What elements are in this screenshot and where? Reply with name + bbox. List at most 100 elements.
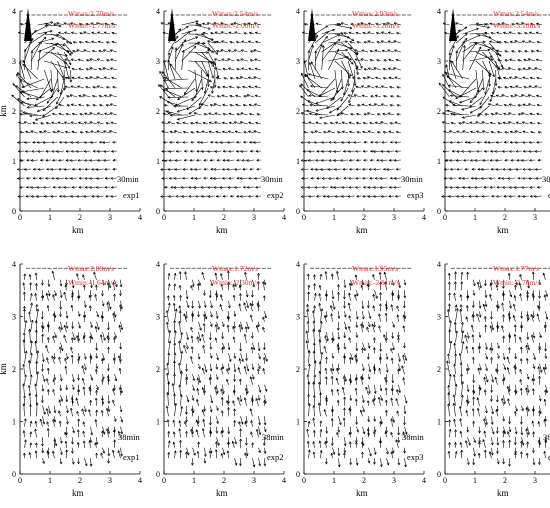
y-tick-label: 3	[296, 57, 300, 66]
y-tick-label: 2	[437, 107, 441, 116]
x-tick-label: 2	[78, 213, 82, 222]
x-tick-label: 3	[252, 213, 256, 222]
time-label: 30min	[401, 174, 423, 184]
vector-arrow	[456, 88, 476, 99]
x-tick-label: 2	[503, 213, 507, 222]
x-tick-label: 0	[443, 476, 447, 485]
x-tick-label: 1	[192, 213, 196, 222]
wmin-annotation: Wmin:-3.10m/s	[493, 21, 540, 30]
vector-arrow	[348, 70, 349, 86]
y-axis-label: km	[0, 363, 8, 375]
y-tick-label: 1	[156, 418, 160, 427]
vector-arrow	[469, 50, 490, 52]
y-tick-label: 0	[296, 207, 300, 216]
panel-bottom-exp4: 0123401234kmWmax:1.77m/sWmin:-2.70m/s38m…	[437, 260, 550, 498]
wmin-annotation: Wmin:-3.28m/s	[352, 21, 399, 30]
vector-arrow	[166, 88, 189, 89]
y-tick-label: 0	[156, 470, 160, 479]
vector-arrow	[170, 64, 181, 79]
vector-arrow	[483, 61, 491, 77]
x-tick-label: 4	[422, 213, 426, 222]
y-tick-label: 2	[296, 107, 300, 116]
vector-arrow	[462, 106, 476, 110]
vector-arrow	[331, 88, 342, 101]
panel-top-exp4: 0123401234kmWmax:2.54m/sWmin:-3.10m/s30m…	[437, 7, 550, 235]
x-tick-label: 0	[443, 213, 447, 222]
x-tick-label: 4	[138, 476, 142, 485]
x-axis-label: km	[356, 488, 368, 498]
vector-arrow	[316, 106, 335, 111]
time-label: 38min	[118, 432, 140, 442]
vector-field	[158, 21, 260, 198]
vector-arrow	[44, 61, 66, 68]
x-tick-label: 0	[302, 213, 306, 222]
exp-label: exp1	[123, 452, 140, 462]
vector-arrow	[160, 96, 176, 106]
exp-label: exp3	[407, 190, 424, 200]
x-tick-label: 3	[392, 213, 396, 222]
y-tick-label: 2	[156, 365, 160, 374]
y-tick-label: 4	[296, 260, 300, 269]
x-axis-label: km	[216, 488, 228, 498]
y-tick-label: 1	[12, 157, 16, 166]
vector-arrow	[58, 70, 59, 92]
x-tick-label: 3	[533, 213, 537, 222]
y-tick-label: 2	[296, 365, 300, 374]
x-axis-label: km	[497, 225, 509, 235]
x-tick-label: 4	[138, 213, 142, 222]
vector-arrow	[308, 321, 309, 332]
exp-label: exp3	[407, 452, 424, 462]
vector-arrow	[342, 34, 354, 41]
time-label: 30min	[117, 174, 139, 184]
vector-arrow	[44, 52, 67, 56]
exp-label: exp1	[123, 190, 140, 200]
y-tick-label: 1	[437, 157, 441, 166]
x-tick-label: 2	[78, 476, 82, 485]
vector-field	[23, 271, 123, 466]
vector-arrow	[328, 42, 347, 43]
vector-arrow	[344, 79, 348, 95]
vector-arrow	[177, 115, 195, 120]
vector-arrow	[335, 25, 352, 28]
y-tick-label: 2	[12, 365, 16, 374]
wmin-annotation: Wmin:-1.64m/s	[68, 278, 115, 287]
vector-arrow	[182, 37, 198, 43]
y-tick-label: 3	[12, 313, 16, 322]
x-tick-label: 1	[48, 213, 52, 222]
x-tick-label: 2	[222, 213, 226, 222]
vector-arrow	[164, 77, 181, 88]
x-axis-label: km	[216, 225, 228, 235]
vector-field	[447, 272, 548, 467]
vector-arrow	[38, 38, 54, 43]
y-tick-label: 0	[12, 207, 16, 216]
vector-arrow	[310, 62, 316, 79]
y-tick-label: 1	[296, 157, 300, 166]
vector-arrow	[328, 57, 348, 61]
vector-field	[306, 271, 407, 467]
vector-arrow	[489, 43, 501, 56]
wmin-annotation: Wmin:-2.81m/s	[352, 278, 399, 287]
y-tick-label: 1	[437, 418, 441, 427]
wmax-annotation: Wmax:2.89m/s	[68, 264, 114, 273]
boundary-wedge	[449, 8, 457, 41]
vector-arrow	[188, 52, 208, 53]
y-tick-label: 4	[296, 7, 300, 16]
y-tick-label: 3	[437, 313, 441, 322]
wmax-annotation: Wmax:1.95m/s	[352, 264, 398, 273]
vector-arrow	[469, 33, 487, 34]
vector-arrow	[311, 62, 322, 79]
x-tick-label: 4	[282, 213, 286, 222]
vector-arrow	[476, 70, 478, 92]
vector-arrow	[22, 88, 45, 92]
vector-arrow	[463, 42, 477, 52]
vector-arrow	[184, 79, 195, 94]
x-tick-label: 3	[533, 476, 537, 485]
vector-arrow	[168, 60, 175, 79]
x-tick-label: 2	[222, 476, 226, 485]
